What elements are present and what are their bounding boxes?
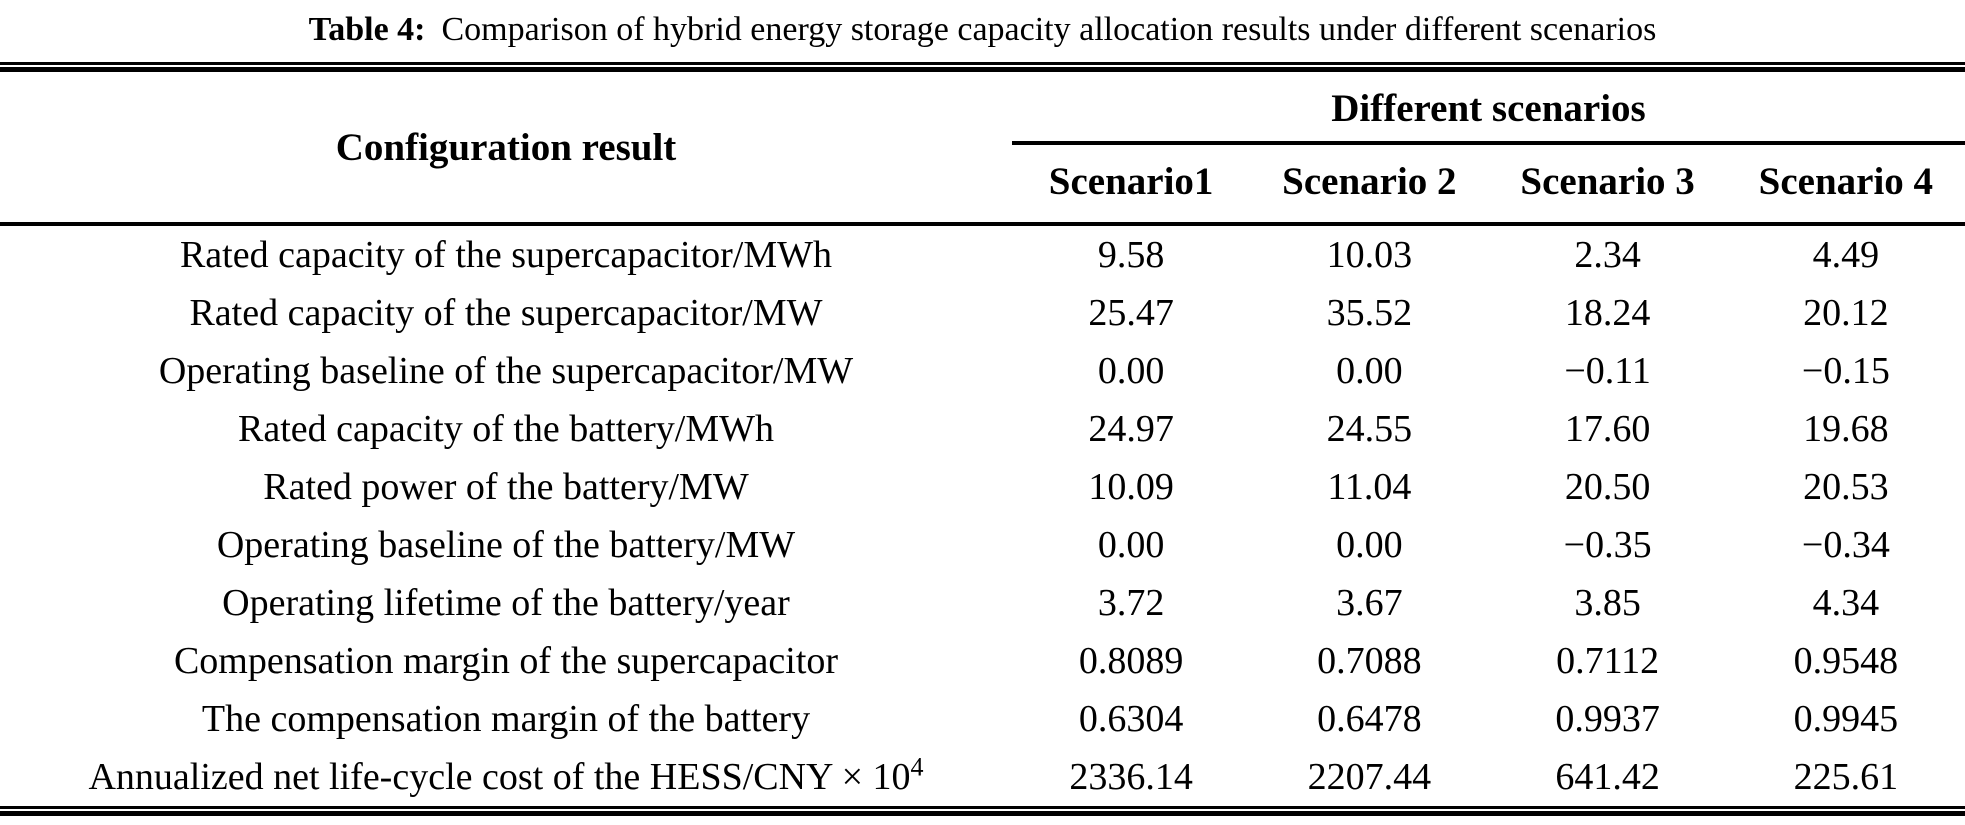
- different-scenarios-header: Different scenarios: [1011, 72, 1965, 145]
- value-cell: 2.34: [1574, 234, 1641, 276]
- value-cell: 10.03: [1326, 234, 1413, 276]
- value-cell: 0.00: [1336, 524, 1403, 566]
- value-cell: 4.34: [1812, 582, 1880, 624]
- value-cell: −0.15: [1801, 350, 1890, 392]
- value-cell: 2336.14: [1069, 756, 1193, 798]
- value-cell: 641.42: [1555, 756, 1660, 798]
- value-cell: 4.49: [1812, 234, 1880, 276]
- value-cell: −0.34: [1801, 524, 1890, 566]
- value-cell: 0.00: [1097, 524, 1165, 566]
- row-label-cell: Rated capacity of the battery/MWh: [237, 408, 774, 450]
- value-cell: 24.55: [1326, 408, 1413, 450]
- row-label-cell: Operating baseline of the supercapacitor…: [158, 350, 854, 392]
- value-cell: 225.61: [1793, 756, 1899, 798]
- caption-label: Table 4:: [308, 11, 426, 48]
- value-cell: 20.12: [1803, 292, 1889, 334]
- row-label-cell: Rated capacity of the supercapacitor/MWh: [179, 234, 833, 276]
- value-cell: 9.58: [1097, 234, 1165, 276]
- value-cell: 0.00: [1336, 350, 1403, 392]
- table-row: Rated capacity of the supercapacitor/MWh…: [0, 224, 1965, 284]
- value-cell: 0.00: [1097, 350, 1165, 392]
- table-row: Annualized net life-cycle cost of the HE…: [0, 748, 1965, 806]
- value-cell: 0.6478: [1317, 698, 1422, 740]
- table-row: Rated capacity of the supercapacitor/MW 2…: [0, 284, 1965, 342]
- caption-text: Comparison of hybrid energy storage capa…: [441, 11, 1657, 48]
- value-cell: 20.53: [1803, 466, 1889, 508]
- value-cell: 24.97: [1088, 408, 1174, 450]
- value-cell: −0.35: [1563, 524, 1652, 566]
- config-result-header: Configuration result: [335, 125, 677, 169]
- table-body: Rated capacity of the supercapacitor/MWh…: [0, 224, 1965, 806]
- value-cell: 0.9548: [1793, 640, 1899, 682]
- row-label-cell: The compensation margin of the battery: [201, 698, 811, 740]
- value-cell: 0.7112: [1556, 640, 1660, 682]
- value-cell: 35.52: [1326, 292, 1413, 334]
- row-label-cell: Annualized net life-cycle cost of the HE…: [88, 752, 924, 798]
- value-cell: 0.8089: [1078, 640, 1184, 682]
- value-cell: 17.60: [1564, 408, 1651, 450]
- table-row: Operating baseline of the battery/MW 0.00…: [0, 516, 1965, 574]
- table-row: Rated power of the battery/MW 10.09 11.04 2…: [0, 458, 1965, 516]
- table-row: Compensation margin of the supercapacito…: [0, 632, 1965, 690]
- table-header: Configuration result Different scenarios…: [0, 72, 1965, 224]
- value-cell: 0.6304: [1078, 698, 1184, 740]
- exponent-superscript: 4: [910, 752, 924, 782]
- table-row: Operating lifetime of the battery/year 3.…: [0, 574, 1965, 632]
- row-label-cell: Operating baseline of the battery/MW: [216, 524, 796, 566]
- value-cell: 3.85: [1574, 582, 1641, 624]
- table-row: Rated capacity of the battery/MWh 24.97 24…: [0, 400, 1965, 458]
- value-cell: 3.67: [1336, 582, 1403, 624]
- row-label-cell: Rated capacity of the supercapacitor/MW: [189, 292, 823, 334]
- scenario-4-header: Scenario 4: [1758, 160, 1934, 203]
- table-row: The compensation margin of the battery 0.…: [0, 690, 1965, 748]
- row-label-cell: Operating lifetime of the battery/year: [222, 582, 790, 624]
- value-cell: 0.9937: [1555, 698, 1660, 740]
- scenario-2-header: Scenario 2: [1282, 160, 1457, 203]
- value-cell: 20.50: [1564, 466, 1651, 508]
- value-cell: −0.11: [1564, 350, 1651, 392]
- scenario-3-header: Scenario 3: [1520, 160, 1695, 203]
- row-label-cell: Compensation margin of the supercapacito…: [173, 640, 839, 682]
- table-row: Operating baseline of the supercapacitor…: [0, 342, 1965, 400]
- results-table: Configuration result Different scenarios…: [0, 72, 1965, 806]
- value-cell: 18.24: [1564, 292, 1651, 334]
- row-label-cell: Rated power of the battery/MW: [263, 466, 749, 508]
- value-cell: 3.72: [1097, 582, 1165, 624]
- bottom-rule: [0, 806, 1965, 816]
- top-rule: [0, 62, 1965, 72]
- value-cell: 0.9945: [1793, 698, 1899, 740]
- value-cell: 11.04: [1327, 466, 1412, 508]
- value-cell: 2207.44: [1307, 756, 1432, 798]
- value-cell: 25.47: [1088, 292, 1174, 334]
- table-caption: Table 4: Comparison of hybrid energy stor…: [0, 0, 1965, 62]
- value-cell: 0.7088: [1317, 640, 1422, 682]
- value-cell: 19.68: [1803, 408, 1889, 450]
- value-cell: 10.09: [1088, 466, 1174, 508]
- scenario-1-header: Scenario1: [1048, 160, 1214, 203]
